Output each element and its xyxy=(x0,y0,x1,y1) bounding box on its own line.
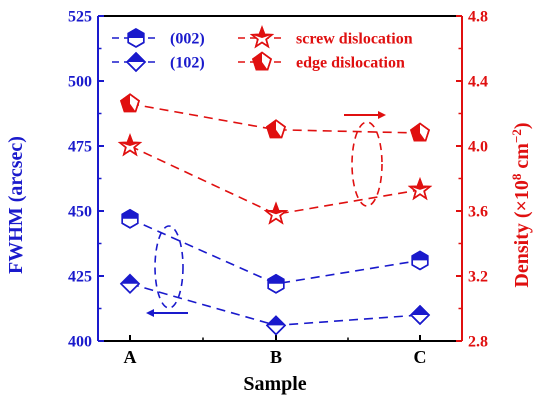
left-axis-ellipse xyxy=(154,225,184,309)
right-axis-ellipse xyxy=(351,121,383,207)
y-axis-left-label: FWHM (arcsec) xyxy=(5,136,27,274)
legend-marker-0-fill xyxy=(128,29,144,38)
y-right-tick-label: 4.8 xyxy=(468,9,488,26)
legend-marker-2 xyxy=(249,25,275,49)
x-tick-label: C xyxy=(414,347,427,367)
series-line-0 xyxy=(129,218,421,285)
data-point-1-2-edge xyxy=(409,304,431,326)
data-point-2-2 xyxy=(407,177,433,201)
y-left-tick-label: 525 xyxy=(68,9,92,26)
series-line-3 xyxy=(129,102,421,134)
data-point-1-2 xyxy=(409,304,431,326)
plot-frame: 400 425 450 475 500 525 2.8 3.2 3.6 4.0 4.4 4.8 A B C xyxy=(68,9,488,368)
y-right-tick-label: 2.8 xyxy=(468,334,488,351)
legend: (002) (102) screw dislocation edge dislocat… xyxy=(112,25,413,73)
y-axis-right-label-mid: cm xyxy=(511,143,533,174)
legend-marker-1-edge xyxy=(125,51,147,73)
data-point-0-0 xyxy=(121,208,139,229)
y-right-tick-label: 3.2 xyxy=(468,269,488,286)
legend-marker-1 xyxy=(125,51,147,73)
y-right-tick-label: 4.0 xyxy=(468,139,488,156)
series-line-2 xyxy=(129,145,421,216)
y-left-tick-label: 450 xyxy=(68,204,92,221)
y-left-tick-label: 425 xyxy=(68,269,92,286)
data-point-0-1-fill xyxy=(268,274,284,284)
y-axis-right-label-exp2: −2 xyxy=(509,129,524,143)
series-layer xyxy=(117,93,433,336)
y-left-tick-label: 475 xyxy=(68,139,92,156)
data-point-0-2-edge xyxy=(411,250,429,271)
data-point-1-1 xyxy=(265,315,287,336)
data-point-1-1-fill xyxy=(267,316,285,326)
left-arrow-head xyxy=(146,309,154,317)
legend-marker-0-edge xyxy=(127,28,145,48)
data-point-3-0 xyxy=(120,93,140,113)
data-point-2-2-edge xyxy=(407,177,433,201)
data-point-1-0 xyxy=(119,273,141,294)
y-axis-right-label: Density (×108 cm−2) xyxy=(509,122,533,287)
data-point-1-2-fill xyxy=(411,306,429,315)
data-point-3-2-edge xyxy=(410,122,430,142)
y-axis-right-label-prefix: Density (×10 xyxy=(511,180,533,288)
data-point-0-1-edge xyxy=(267,273,285,294)
legend-marker-2-edge xyxy=(249,25,275,49)
data-point-0-2 xyxy=(411,250,429,271)
y-right-tick-label: 3.6 xyxy=(468,204,488,221)
data-point-3-1-edge xyxy=(266,119,286,139)
right-arrow-head xyxy=(378,111,386,119)
y-left-tick-label: 500 xyxy=(68,74,92,91)
x-axis-label: Sample xyxy=(243,373,306,395)
data-point-0-0-edge xyxy=(121,208,139,229)
data-point-3-1 xyxy=(266,119,286,139)
y-axis-right-label-exp1: 8 xyxy=(509,173,524,180)
legend-label-0: (002) xyxy=(170,31,205,48)
data-point-1-0-edge xyxy=(119,273,141,294)
data-point-0-1 xyxy=(267,273,285,294)
data-point-2-1 xyxy=(263,201,289,225)
legend-label-2: screw dislocation xyxy=(296,31,413,48)
y-axis-right-label-suffix: ) xyxy=(511,122,533,129)
legend-marker-3 xyxy=(252,51,272,71)
x-tick-label: A xyxy=(124,347,137,367)
legend-marker-1-fill xyxy=(127,53,145,62)
data-point-3-2 xyxy=(410,122,430,142)
data-point-0-0-fill xyxy=(122,209,138,219)
legend-label-1: (102) xyxy=(170,55,205,72)
data-point-3-0-edge xyxy=(120,93,140,113)
legend-label-3: edge dislocation xyxy=(296,55,405,72)
y-left-tick-label: 400 xyxy=(68,334,92,351)
annotations xyxy=(146,111,386,317)
legend-marker-0 xyxy=(127,28,145,48)
data-point-1-1-edge xyxy=(265,315,287,336)
data-point-2-1-edge xyxy=(263,201,289,225)
x-tick-label: B xyxy=(270,347,282,367)
legend-marker-3-edge xyxy=(252,51,272,71)
data-point-2-0-edge xyxy=(117,133,143,157)
data-point-2-0 xyxy=(117,133,143,157)
data-point-1-0-fill xyxy=(121,274,139,284)
data-point-0-2-fill xyxy=(412,251,428,261)
y-right-tick-label: 4.4 xyxy=(468,74,488,91)
